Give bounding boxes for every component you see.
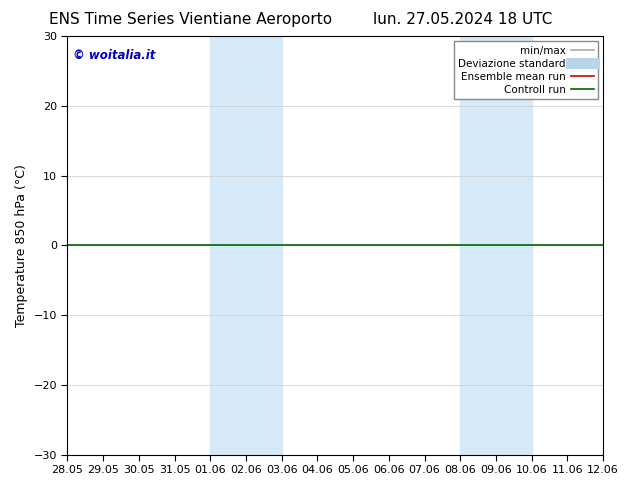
Text: lun. 27.05.2024 18 UTC: lun. 27.05.2024 18 UTC bbox=[373, 12, 552, 27]
Y-axis label: Temperature 850 hPa (°C): Temperature 850 hPa (°C) bbox=[15, 164, 28, 327]
Text: ENS Time Series Vientiane Aeroporto: ENS Time Series Vientiane Aeroporto bbox=[49, 12, 332, 27]
Bar bbox=[460, 36, 532, 455]
Text: © woitalia.it: © woitalia.it bbox=[73, 49, 155, 62]
Legend: min/max, Deviazione standard, Ensemble mean run, Controll run: min/max, Deviazione standard, Ensemble m… bbox=[454, 41, 598, 99]
Bar bbox=[210, 36, 281, 455]
